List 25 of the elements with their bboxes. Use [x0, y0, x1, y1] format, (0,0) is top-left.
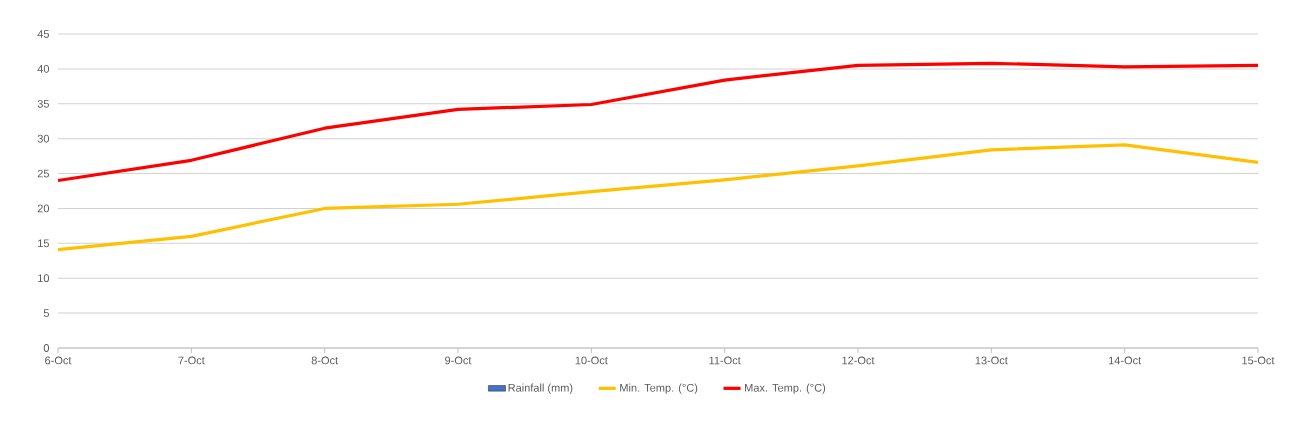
y-tick-label: 0	[43, 344, 50, 352]
legend-label: Min. Temp. (°C)	[620, 383, 698, 394]
x-tick-label: 11-Oct	[709, 356, 741, 365]
x-tick-label: 10-Oct	[575, 356, 608, 365]
x-tick-label: 15-Oct	[1242, 356, 1275, 365]
y-tick-label: 35	[37, 99, 49, 108]
x-tick-label: 9-Oct	[445, 356, 472, 365]
x-tick-label: 14-Oct	[1108, 356, 1142, 365]
line-series	[56, 61, 1260, 183]
legend-label: Rainfall (mm)	[508, 383, 573, 394]
y-tick-label: 25	[37, 169, 49, 178]
x-tick-label: 6-Oct	[45, 356, 72, 365]
y-tick-label: 45	[37, 30, 49, 38]
x-tick-label: 13-Oct	[975, 356, 1008, 365]
legend-label: Max. Temp. (°C)	[745, 383, 826, 394]
y-tick-label: 30	[37, 134, 50, 143]
line-series	[56, 143, 1260, 252]
x-tick-label: 7-Oct	[178, 356, 205, 365]
y-tick-label: 20	[37, 204, 50, 213]
x-tick-label: 8-Oct	[311, 356, 339, 365]
y-tick-label: 15	[38, 239, 49, 248]
y-tick-label: 5	[43, 309, 49, 317]
x-tick-label: 12-Oct	[842, 356, 875, 365]
y-tick-label: 10	[38, 274, 50, 283]
y-tick-label: 40	[37, 65, 50, 73]
